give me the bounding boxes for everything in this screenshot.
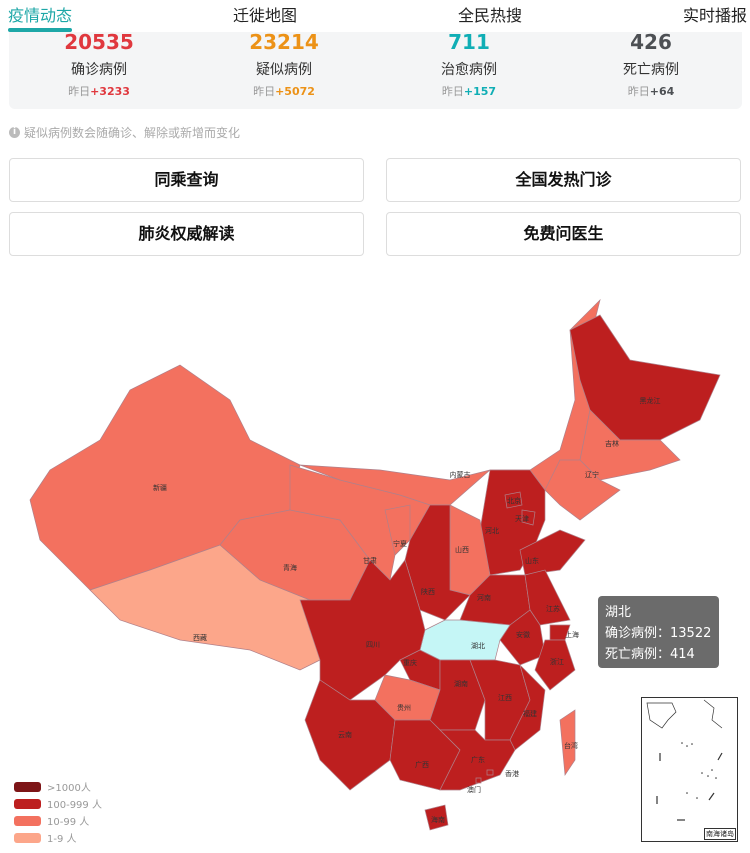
province-label-zhejiang: 浙江	[550, 657, 564, 666]
islands-sketch	[646, 699, 723, 821]
yesterday-delta: +64	[649, 85, 675, 98]
province-xianggang[interactable]	[486, 769, 494, 776]
province-label-xizang: 西藏	[193, 633, 207, 642]
province-liaoning[interactable]	[544, 459, 621, 521]
yesterday-label: 昨日	[68, 85, 91, 98]
province-label-guangdong: 广东	[471, 755, 485, 764]
province-label-anhui: 安徽	[516, 630, 530, 639]
province-label-hainan: 海南	[431, 815, 445, 824]
info-icon: i	[9, 127, 20, 138]
stat-label: 确诊病例	[71, 62, 127, 78]
south-china-sea-inset: 南海诸岛	[641, 697, 738, 842]
province-label-hubei: 湖北	[471, 641, 485, 650]
legend-item[interactable]: >1000人	[14, 778, 102, 795]
province-label-hebei: 河北	[485, 527, 499, 535]
yesterday-delta: +5072	[275, 85, 315, 98]
stat-suspected: 23214 疑似病例 昨日+5072	[194, 30, 374, 99]
legend-label: 100-999 人	[47, 800, 102, 811]
map-legend: >1000人 100-999 人 10-99 人 1-9 人	[14, 778, 102, 846]
province-label-chongqing: 重庆	[403, 658, 417, 667]
province-hubei[interactable]	[419, 619, 511, 661]
stat-cured: 711 治愈病例 昨日+157	[379, 30, 559, 99]
yesterday-label: 昨日	[627, 85, 650, 98]
province-label-shandong: 山东	[525, 556, 539, 565]
yesterday-delta: +157	[463, 85, 497, 98]
free-doctor-button[interactable]: 免费问医生	[386, 212, 741, 256]
province-tianjin[interactable]	[521, 509, 536, 526]
province-label-aomen: 澳门	[467, 785, 481, 794]
pneumonia-guide-button[interactable]: 肺炎权威解读	[9, 212, 364, 256]
fever-clinics-button[interactable]: 全国发热门诊	[386, 158, 741, 202]
stat-label: 疑似病例	[256, 62, 312, 78]
province-label-tianjin: 天津	[515, 515, 529, 523]
stat-label: 治愈病例	[441, 62, 497, 78]
note-text: 疑似病例数会随确诊、解除或新增而变化	[24, 126, 241, 140]
province-zhejiang[interactable]	[534, 639, 576, 691]
stat-confirmed: 20535 确诊病例 昨日+3233	[9, 30, 189, 99]
tooltip-confirmed-label: 确诊病例：	[605, 626, 671, 641]
map-tooltip: 湖北 确诊病例：13522 死亡病例：414	[598, 596, 719, 668]
tooltip-province: 湖北	[605, 605, 632, 620]
province-label-gansu: 甘肃	[363, 556, 377, 565]
yesterday-label: 昨日	[441, 85, 464, 98]
legend-item[interactable]: 10-99 人	[14, 812, 102, 829]
province-label-fujian: 福建	[523, 709, 537, 718]
province-label-liaoning: 辽宁	[585, 470, 599, 479]
legend-label: 10-99 人	[47, 817, 90, 828]
same-trip-query-button[interactable]: 同乘查询	[9, 158, 364, 202]
province-jiangsu[interactable]	[524, 569, 571, 626]
province-label-jilin: 吉林	[605, 439, 619, 448]
province-beijing[interactable]	[504, 491, 523, 509]
province-label-taiwan: 台湾	[564, 741, 578, 750]
province-label-sichuan: 四川	[366, 641, 380, 649]
province-label-henan: 河南	[477, 593, 491, 602]
legend-item[interactable]: 1-9 人	[14, 829, 102, 846]
province-label-guangxi: 广西	[415, 760, 429, 769]
tab-bar: 疫情动态 迁徙地图 全民热搜 实时播报	[0, 0, 750, 32]
province-label-neimenggu: 内蒙古	[450, 470, 471, 479]
legend-label: 1-9 人	[47, 834, 77, 845]
tooltip-death-label: 死亡病例：	[605, 647, 671, 662]
province-shandong[interactable]	[519, 529, 586, 576]
active-tab-indicator	[8, 28, 72, 32]
tooltip-death: 414	[670, 647, 695, 662]
stat-deaths: 426 死亡病例 昨日+64	[561, 30, 741, 99]
province-label-shanxi: 山西	[455, 545, 469, 554]
province-taiwan[interactable]	[559, 709, 576, 777]
stat-value: 20535	[64, 30, 134, 54]
suspected-note: i 疑似病例数会随确诊、解除或新增而变化	[9, 124, 240, 141]
province-label-xianggang: 香港	[505, 769, 519, 778]
tab-epidemic-news[interactable]: 疫情动态	[8, 6, 73, 25]
province-label-shaanxi: 陕西	[421, 587, 435, 596]
yesterday-delta: +3233	[90, 85, 130, 98]
province-label-qinghai: 青海	[283, 563, 297, 572]
legend-item[interactable]: 100-999 人	[14, 795, 102, 812]
inset-label: 南海诸岛	[704, 828, 736, 840]
province-label-hunan: 湖南	[454, 679, 468, 688]
province-label-jiangxi: 江西	[498, 694, 512, 702]
province-label-ningxia: 宁夏	[393, 539, 407, 548]
tab-hot-search[interactable]: 全民热搜	[458, 6, 523, 25]
stat-value: 711	[448, 30, 490, 54]
province-label-shanghai: 上海	[565, 630, 579, 639]
stat-value: 426	[630, 30, 672, 54]
province-hainan[interactable]	[424, 804, 449, 831]
stat-value: 23214	[249, 30, 319, 54]
stats-panel: 20535 确诊病例 昨日+3233 23214 疑似病例 昨日+5072 71…	[9, 30, 742, 109]
province-aomen[interactable]	[475, 777, 482, 784]
province-label-heilongjiang: 黑龙江	[640, 396, 661, 405]
province-label-yunnan: 云南	[338, 730, 352, 739]
province-guangdong[interactable]	[439, 729, 516, 791]
province-label-beijing: 北京	[507, 496, 521, 505]
stat-label: 死亡病例	[623, 62, 679, 78]
tab-migration-map[interactable]: 迁徙地图	[233, 6, 298, 25]
province-label-jiangsu: 江苏	[546, 604, 560, 613]
province-label-guizhou: 贵州	[397, 703, 411, 712]
tooltip-confirmed: 13522	[670, 626, 712, 641]
province-label-xinjiang: 新疆	[153, 483, 167, 492]
yesterday-label: 昨日	[253, 85, 276, 98]
tab-live-feed[interactable]: 实时播报	[683, 6, 748, 25]
legend-label: >1000人	[47, 783, 91, 794]
